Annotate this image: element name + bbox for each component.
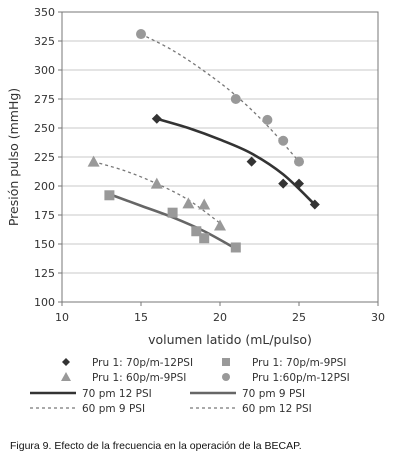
y-tick-label: 325 <box>34 35 55 48</box>
y-axis-title: Presión pulso (mmHg) <box>6 88 21 226</box>
data-point-series-2 <box>198 198 211 210</box>
data-point-series-1 <box>104 190 115 201</box>
x-tick-label: 30 <box>371 311 385 324</box>
figure-caption: Figura 9. Efecto de la frecuencia en la … <box>10 440 302 452</box>
legend-label-2: Pru 1: 60p/m-9PSI <box>92 372 186 384</box>
legend-marker-3 <box>222 373 230 381</box>
legend-marker-1 <box>222 358 230 366</box>
y-tick-label: 100 <box>34 296 55 309</box>
y-tick-label: 175 <box>34 209 55 222</box>
legend-line-label-1: 70 pm 9 PSI <box>242 388 305 400</box>
data-point-series-2 <box>150 177 163 189</box>
y-tick-label: 350 <box>34 6 55 19</box>
x-axis-title: volumen latido (mL/pulso) <box>148 332 312 347</box>
data-point-series-3 <box>278 135 289 146</box>
data-point-series-0 <box>278 178 289 189</box>
y-tick-label: 125 <box>34 267 55 280</box>
data-point-series-0 <box>246 156 257 167</box>
data-point-series-1 <box>230 242 241 253</box>
y-tick-label: 300 <box>34 64 55 77</box>
data-point-series-1 <box>199 233 210 244</box>
data-point-series-1 <box>167 207 178 218</box>
x-tick-label: 20 <box>213 311 227 324</box>
legend-label-1: Pru 1: 70p/m-9PSI <box>252 357 346 369</box>
legend-line-label-3: 60 pm 12 PSI <box>242 403 312 415</box>
y-tick-label: 275 <box>34 93 55 106</box>
x-tick-label: 25 <box>292 311 306 324</box>
y-tick-label: 150 <box>34 238 55 251</box>
legend-label-3: Pru 1:60p/m-12PSI <box>252 372 350 384</box>
chart: 100 125 150 175 200 225 250 275 300 325 350 10 15 20 2… <box>6 6 385 415</box>
legend-line-label-0: 70 pm 12 PSI <box>82 388 152 400</box>
data-point-series-0 <box>151 113 162 124</box>
y-tick-label: 200 <box>34 180 55 193</box>
data-point-series-2 <box>87 155 100 167</box>
data-point-series-3 <box>230 94 241 104</box>
data-point-series-1 <box>191 226 202 237</box>
data-point-series-0 <box>294 178 304 189</box>
y-tick-label: 225 <box>34 151 55 164</box>
data-point-series-0 <box>309 199 320 210</box>
legend-line-label-2: 60 pm 9 PSI <box>82 403 145 415</box>
data-point-series-3 <box>294 156 304 167</box>
trendline-0 <box>156 117 316 206</box>
legend-label-0: Pru 1: 70p/m-12PSI <box>92 357 193 369</box>
x-tick-label: 15 <box>134 311 148 324</box>
x-tick-label: 10 <box>55 311 69 324</box>
data-point-series-3 <box>262 114 273 125</box>
trendline-3 <box>140 33 300 163</box>
data-point-series-3 <box>136 29 146 40</box>
y-tick-label: 250 <box>34 122 55 135</box>
data-point-series-2 <box>214 219 226 231</box>
data-point-series-2 <box>182 197 195 209</box>
legend-marker-0 <box>62 358 70 366</box>
legend-marker-2 <box>61 372 71 381</box>
